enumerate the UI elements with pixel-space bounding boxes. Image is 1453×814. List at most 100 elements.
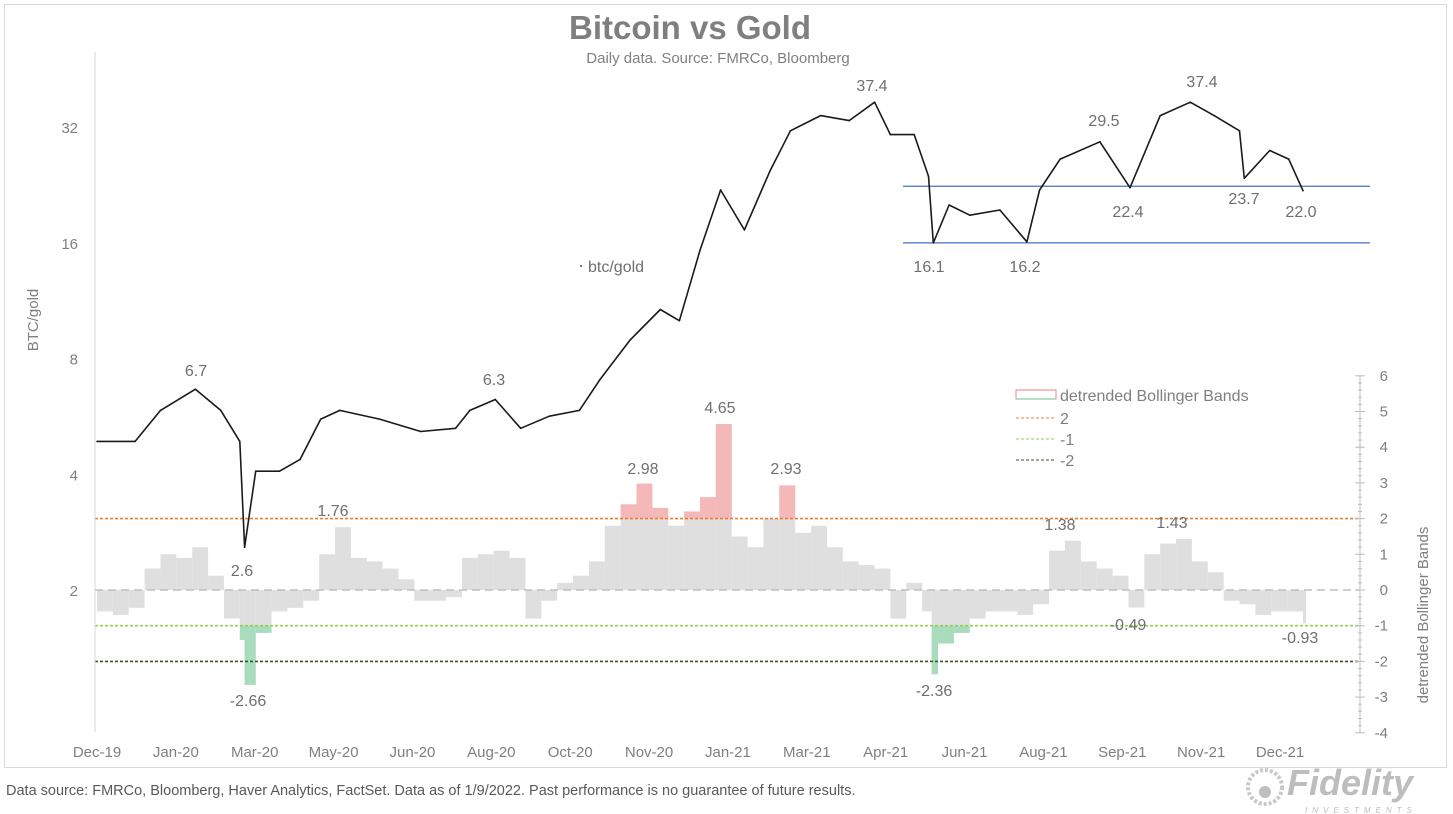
btc-gold-point bbox=[1129, 186, 1131, 189]
btc-gold-point bbox=[659, 308, 662, 311]
annotation-bollinger: 1.43 bbox=[1156, 515, 1187, 532]
annotation-price: 22.4 bbox=[1112, 204, 1143, 221]
bollinger-bar bbox=[414, 590, 431, 601]
bollinger-bar bbox=[112, 590, 129, 615]
chart-frame bbox=[4, 4, 1447, 768]
btc-gold-point bbox=[1213, 114, 1215, 117]
bollinger-bar bbox=[1080, 561, 1097, 590]
bollinger-bar bbox=[588, 561, 605, 590]
btc-gold-point bbox=[968, 214, 971, 217]
bollinger-bar bbox=[811, 525, 827, 590]
bollinger-bars bbox=[97, 423, 1306, 685]
btc-gold-point bbox=[948, 204, 950, 206]
legend-label: -1 bbox=[1060, 432, 1074, 449]
chart-subtitle: Daily data. Source: FMRCo, Bloomberg bbox=[586, 50, 849, 67]
logo-text: Fidelity bbox=[1287, 765, 1415, 803]
right-axis-label: detrended Bollinger Bands bbox=[1415, 527, 1432, 704]
bollinger-bar bbox=[795, 532, 812, 590]
bollinger-bar bbox=[271, 590, 288, 612]
bollinger-bar-above-2 bbox=[684, 511, 700, 519]
bollinger-bar bbox=[1223, 590, 1240, 601]
x-axis-tick-label: May-20 bbox=[309, 744, 359, 761]
x-axis-tick-label: Apr-21 bbox=[863, 744, 908, 761]
bollinger-bar-below-minus-1 bbox=[953, 625, 970, 633]
bollinger-bar-below-minus-1 bbox=[931, 625, 939, 675]
bollinger-bar-below-minus-1 bbox=[255, 625, 272, 633]
btc-gold-point bbox=[1099, 140, 1101, 143]
bollinger-bar bbox=[366, 561, 383, 590]
annotation-price: 37.4 bbox=[856, 78, 887, 95]
bollinger-bar bbox=[223, 590, 240, 619]
bollinger-bar bbox=[953, 590, 970, 633]
bollinger-bar bbox=[858, 565, 875, 590]
btc-gold-point bbox=[769, 170, 771, 173]
btc-gold-line-group bbox=[96, 101, 1304, 549]
btc-gold-point bbox=[913, 133, 916, 136]
bollinger-bar-below-minus-1 bbox=[239, 625, 245, 640]
btc-gold-point bbox=[1038, 189, 1041, 191]
bollinger-bar bbox=[1255, 590, 1272, 615]
bollinger-bar-above-2 bbox=[652, 507, 669, 519]
bollinger-bar bbox=[604, 525, 621, 590]
annotation-bollinger: 2.98 bbox=[627, 461, 658, 478]
x-axis-tick-label: Nov-20 bbox=[625, 744, 673, 761]
btc-gold-point bbox=[848, 119, 850, 122]
right-axis-tick-label: 3 bbox=[1380, 475, 1388, 492]
bollinger-bar-above-2 bbox=[636, 483, 653, 519]
series-label-marker bbox=[580, 265, 582, 267]
bollinger-bar bbox=[1160, 543, 1177, 590]
btc-gold-point bbox=[789, 130, 792, 132]
bollinger-bar bbox=[97, 590, 113, 612]
btc-gold-point bbox=[494, 398, 497, 401]
legend-label: 2 bbox=[1060, 411, 1069, 428]
x-axis-tick-label: Nov-21 bbox=[1177, 744, 1225, 761]
btc-gold-point bbox=[719, 189, 722, 191]
btc-gold-point bbox=[254, 470, 257, 472]
bollinger-bar-above-2 bbox=[715, 423, 732, 519]
btc-gold-point bbox=[194, 388, 197, 391]
btc-gold-point bbox=[519, 427, 522, 430]
left-axis-tick-label: 8 bbox=[70, 352, 78, 369]
bollinger-bar-above-2 bbox=[620, 504, 637, 519]
btc-gold-point bbox=[1238, 130, 1241, 132]
bollinger-bar bbox=[1033, 590, 1050, 605]
bollinger-bar bbox=[1303, 590, 1306, 624]
footer-note: Data source: FMRCo, Bloomberg, Haver Ana… bbox=[6, 783, 856, 799]
bollinger-bar bbox=[1207, 572, 1224, 590]
annotation-bollinger: 2.93 bbox=[770, 461, 801, 478]
bollinger-bar bbox=[319, 554, 336, 590]
bollinger-bar bbox=[208, 575, 224, 590]
x-axis-tick-label: Jun-20 bbox=[390, 744, 436, 761]
bollinger-bar bbox=[1239, 590, 1256, 605]
btc-gold-point bbox=[1268, 149, 1271, 152]
bollinger-bar bbox=[1128, 590, 1145, 608]
btc-gold-point bbox=[932, 242, 935, 244]
btc-gold-point bbox=[578, 409, 581, 412]
bollinger-bar bbox=[176, 557, 193, 590]
x-axis-tick-label: Oct-20 bbox=[548, 744, 593, 761]
bollinger-bar bbox=[652, 507, 669, 590]
btc-gold-point bbox=[159, 409, 162, 412]
fidelity-logo: Fidelity INVESTMENTS bbox=[1246, 765, 1415, 814]
right-axis-tick-label: -4 bbox=[1375, 725, 1388, 742]
legend-label: detrended Bollinger Bands bbox=[1060, 388, 1249, 405]
bollinger-bar bbox=[493, 550, 510, 590]
legend-swatch-bollinger bbox=[1015, 389, 1057, 400]
left-axis-tick-label: 2 bbox=[70, 583, 78, 600]
bollinger-bar bbox=[192, 547, 209, 590]
btc-gold-point bbox=[338, 409, 341, 412]
bollinger-bar bbox=[826, 547, 843, 590]
annotation-bollinger: -2.66 bbox=[230, 693, 267, 710]
btc-gold-point bbox=[629, 339, 631, 341]
bollinger-bar bbox=[1096, 568, 1113, 590]
btc-gold-point bbox=[678, 319, 681, 322]
x-axis-tick-label: Dec-21 bbox=[1256, 744, 1304, 761]
btc-gold-point bbox=[96, 440, 98, 443]
right-axis-tick-label: 6 bbox=[1380, 368, 1388, 385]
bollinger-bar bbox=[509, 557, 526, 590]
x-axis-tick-label: Aug-20 bbox=[467, 744, 515, 761]
right-axis-tick-label: 2 bbox=[1380, 511, 1388, 528]
annotation-price: 6.3 bbox=[483, 372, 505, 389]
legend: detrended Bollinger Bands 2 -1 -2 bbox=[1015, 388, 1249, 470]
btc-gold-point bbox=[889, 133, 892, 136]
